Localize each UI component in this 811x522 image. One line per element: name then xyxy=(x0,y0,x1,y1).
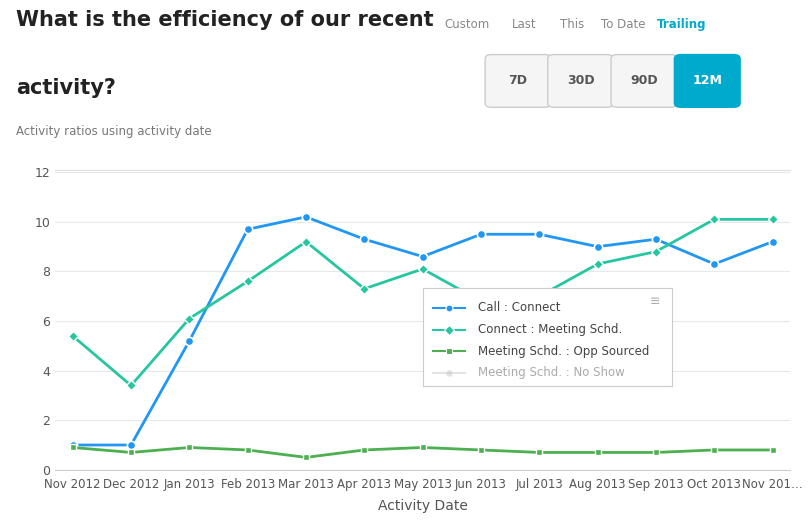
Text: Trailing: Trailing xyxy=(657,18,706,31)
Text: Connect : Meeting Schd.: Connect : Meeting Schd. xyxy=(477,323,621,336)
Text: Last: Last xyxy=(511,18,535,31)
Text: Activity ratios using activity date: Activity ratios using activity date xyxy=(16,125,212,138)
X-axis label: Activity Date: Activity Date xyxy=(377,500,467,514)
Text: This: This xyxy=(560,18,584,31)
Text: 7D: 7D xyxy=(508,75,527,87)
Text: Meeting Schd. : No Show: Meeting Schd. : No Show xyxy=(477,366,624,379)
Text: 12M: 12M xyxy=(692,75,721,87)
Text: Call : Connect: Call : Connect xyxy=(477,301,560,314)
Text: Meeting Schd. : Opp Sourced: Meeting Schd. : Opp Sourced xyxy=(477,345,648,358)
Text: What is the efficiency of our recent: What is the efficiency of our recent xyxy=(16,10,433,30)
Text: Custom: Custom xyxy=(444,18,489,31)
Text: 90D: 90D xyxy=(629,75,657,87)
Text: 30D: 30D xyxy=(566,75,594,87)
Text: ≡: ≡ xyxy=(649,295,659,308)
Text: To Date: To Date xyxy=(601,18,645,31)
Text: activity?: activity? xyxy=(16,78,116,98)
